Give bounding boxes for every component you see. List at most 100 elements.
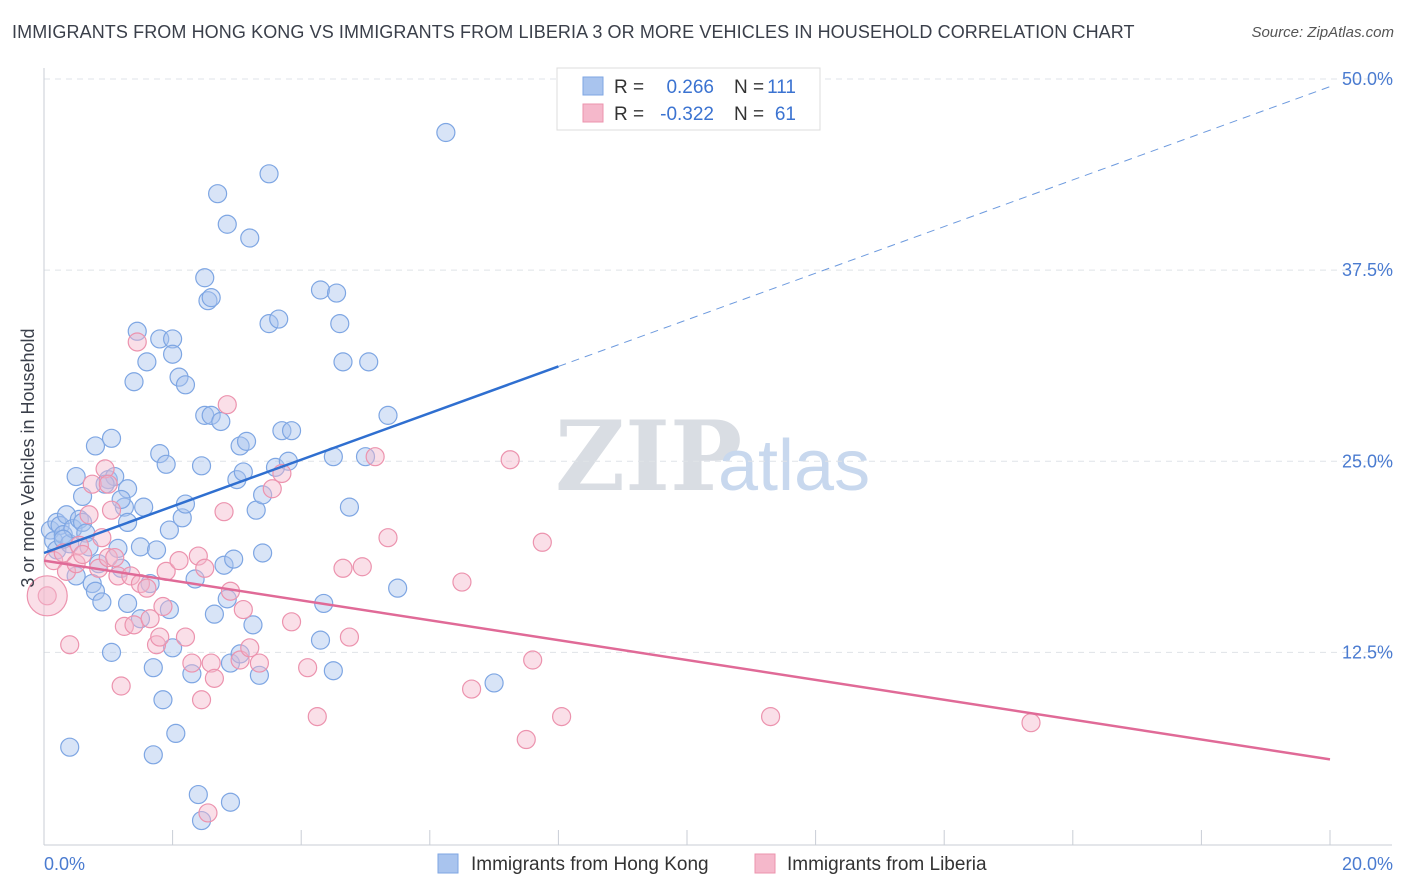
point-hong-kong: [253, 485, 273, 505]
point-liberia: [95, 459, 115, 479]
point-liberia: [114, 616, 134, 636]
legend-n-value-1: 111: [767, 77, 796, 98]
point-liberia: [124, 615, 144, 635]
point-hong-kong: [182, 664, 202, 684]
point-liberia: [198, 803, 218, 823]
point-hong-kong: [92, 592, 112, 612]
point-hong-kong: [484, 673, 504, 693]
point-hong-kong: [359, 352, 379, 372]
series-legend: Immigrants from Hong Kong Immigrants fro…: [437, 853, 987, 875]
point-liberia: [516, 729, 536, 750]
point-liberia: [182, 653, 202, 673]
point-hong-kong: [105, 466, 125, 487]
point-hong-kong: [269, 309, 289, 329]
point-hong-kong: [169, 367, 189, 387]
point-hong-kong: [72, 512, 93, 533]
point-hong-kong: [143, 745, 163, 765]
point-liberia: [249, 653, 270, 673]
watermark-zip: ZIP: [555, 400, 742, 513]
point-liberia: [298, 658, 318, 678]
point-liberia: [217, 395, 237, 415]
point-hong-kong: [137, 352, 157, 372]
point-hong-kong: [127, 321, 147, 341]
axes: 12.5% 25.0% 37.5% 50.0% 0.0% 20.0%: [43, 68, 1393, 874]
point-hong-kong: [236, 431, 257, 451]
point-hong-kong: [143, 658, 163, 678]
point-hong-kong: [163, 638, 183, 658]
point-liberia: [333, 558, 353, 578]
point-hong-kong: [272, 421, 292, 441]
point-hong-kong: [175, 375, 196, 395]
point-liberia: [1021, 713, 1041, 733]
point-hong-kong: [230, 644, 250, 664]
point-liberia: [523, 650, 543, 670]
point-hong-kong: [191, 810, 212, 831]
watermark-atlas: atlas: [718, 426, 870, 506]
point-hong-kong: [153, 690, 173, 710]
legend-r-label-2: R =: [614, 104, 644, 125]
point-hong-kong: [326, 283, 347, 303]
point-hong-kong: [85, 581, 106, 601]
point-hong-kong: [85, 436, 106, 456]
trend-line-hong-kong-extension: [558, 86, 1331, 367]
point-hong-kong: [436, 122, 456, 143]
point-liberia: [365, 447, 385, 467]
point-hong-kong: [204, 604, 224, 624]
point-hong-kong: [159, 520, 179, 540]
legend-r-label-1: R =: [614, 77, 644, 98]
point-liberia: [307, 706, 327, 727]
point-hong-kong: [101, 642, 122, 662]
point-liberia: [214, 502, 234, 522]
gridlines: [44, 78, 1392, 653]
legend-swatch-hong-kong: [582, 76, 604, 96]
point-liberia: [140, 609, 160, 629]
point-hong-kong: [156, 454, 176, 474]
legend-r-value-1: 0.266: [666, 77, 714, 98]
source-credit: Source: ZipAtlas.com: [1251, 24, 1394, 41]
legend-r-value-2: -0.322: [660, 104, 714, 125]
point-liberia: [79, 505, 99, 525]
point-liberia: [98, 474, 118, 494]
legend-swatch-liberia: [582, 103, 604, 123]
point-liberia: [111, 676, 131, 696]
point-hong-kong: [146, 540, 167, 560]
point-liberia: [452, 572, 472, 592]
point-hong-kong: [333, 352, 353, 372]
point-liberia: [352, 557, 372, 577]
point-hong-kong: [240, 228, 260, 248]
point-liberia: [26, 575, 68, 617]
point-hong-kong: [163, 329, 183, 349]
point-hong-kong: [323, 661, 343, 681]
trend-lines: [43, 86, 1331, 761]
point-liberia: [56, 561, 77, 581]
point-hong-kong: [253, 543, 273, 563]
point-hong-kong: [388, 578, 408, 598]
point-liberia: [201, 653, 221, 673]
point-liberia: [461, 679, 482, 699]
point-hong-kong: [310, 630, 331, 650]
trend-line-liberia: [43, 559, 1331, 761]
point-liberia: [127, 332, 147, 352]
point-liberia: [82, 474, 102, 494]
x-tick-label: 20.0%: [1342, 854, 1393, 874]
legend-n-label-1: N =: [734, 77, 764, 98]
point-liberia: [204, 668, 224, 688]
point-liberia: [175, 627, 196, 647]
point-liberia: [105, 547, 125, 568]
y-tick-label: 50.0%: [1342, 69, 1393, 89]
point-liberia: [240, 638, 260, 658]
point-liberia: [37, 586, 57, 606]
point-hong-kong: [124, 372, 144, 392]
point-hong-kong: [259, 314, 279, 334]
point-liberia: [339, 627, 360, 647]
point-liberia: [262, 479, 282, 499]
point-hong-kong: [198, 291, 218, 311]
point-liberia: [153, 596, 173, 617]
point-hong-kong: [214, 555, 234, 575]
point-liberia: [101, 500, 122, 520]
point-liberia: [169, 551, 189, 571]
point-hong-kong: [166, 723, 186, 744]
chart-title: IMMIGRANTS FROM HONG KONG VS IMMIGRANTS …: [12, 22, 1135, 42]
point-hong-kong: [220, 792, 241, 812]
